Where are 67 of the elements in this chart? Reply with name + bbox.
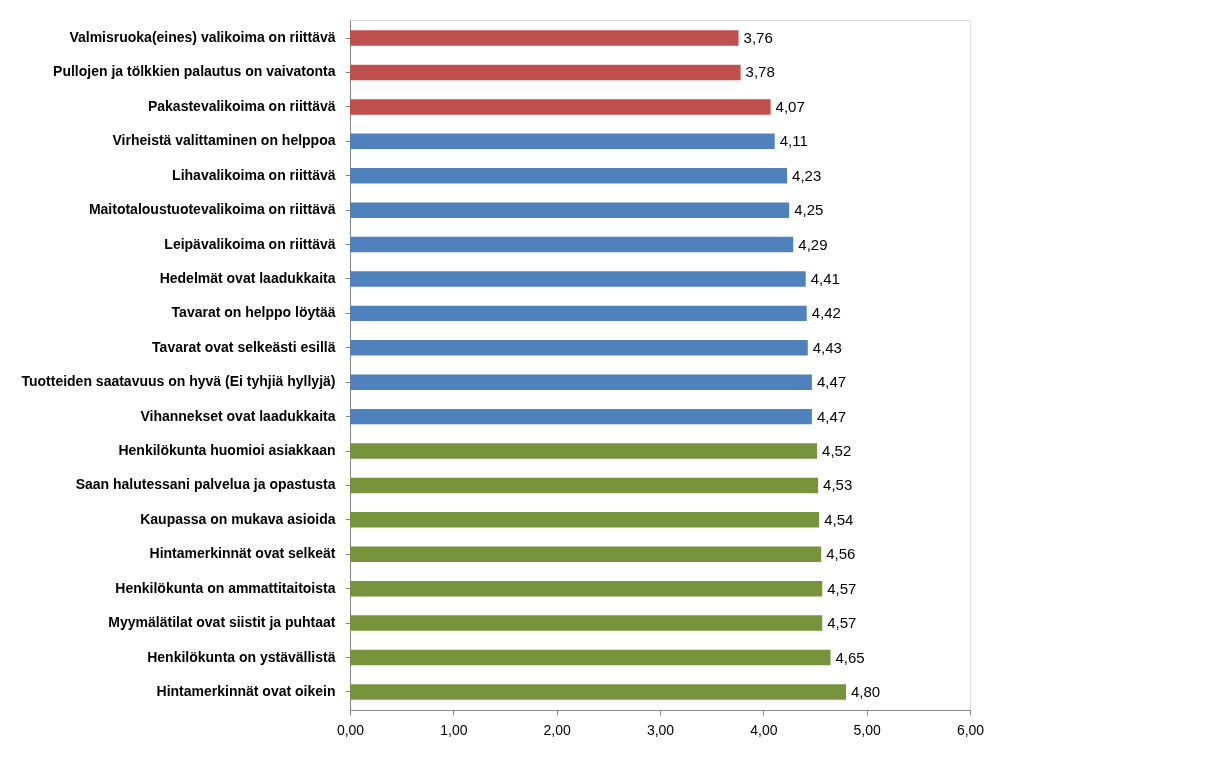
data-label: 3,76 (743, 29, 773, 47)
data-label: 4,52 (822, 442, 852, 460)
data-label: 4,11 (779, 132, 808, 150)
y-tick-label: Henkilökunta on ammattitaitoista (115, 579, 336, 596)
y-tick-label: Maitotaloustuotevalikoima on riittävä (88, 201, 336, 218)
data-label: 4,54 (824, 510, 854, 528)
data-label: 4,41 (810, 269, 840, 287)
data-label: 4,57 (827, 614, 857, 632)
data-label: 4,47 (816, 373, 847, 391)
x-tick-label: 4,00 (750, 721, 778, 738)
bar (350, 30, 739, 46)
data-label: 4,57 (827, 579, 857, 597)
bar (350, 374, 812, 390)
bar (350, 133, 775, 150)
data-label: 4,80 (851, 682, 881, 700)
bar (350, 340, 808, 356)
y-tick-label: Henkilökunta on ystävällistä (147, 648, 336, 665)
bar (350, 99, 771, 115)
data-label: 4,23 (792, 166, 822, 184)
data-label: 4,43 (812, 338, 842, 356)
bar (350, 512, 820, 528)
x-tick-label: 3,00 (646, 721, 675, 738)
bar (350, 546, 822, 563)
data-label: 4,07 (775, 97, 805, 115)
bar (350, 202, 790, 218)
y-tick-label: Hedelmät ovat laadukkaita (159, 269, 336, 286)
data-label: 4,65 (835, 648, 865, 666)
x-tick-label: 0,00 (336, 721, 365, 738)
y-tick-label: Hintamerkinnät ovat oikein (156, 682, 336, 699)
data-label: 3,78 (745, 63, 775, 81)
data-label: 4,53 (823, 476, 853, 494)
bar (350, 305, 807, 322)
y-tick-label: Virheistä valittaminen on helppoa (112, 132, 336, 149)
x-tick-label: 2,00 (543, 721, 571, 738)
bar (350, 64, 741, 81)
data-label: 4,29 (798, 235, 828, 253)
x-tick-label: 5,00 (853, 721, 881, 738)
data-label: 4,25 (794, 201, 824, 219)
y-tick-label: Saan halutessani palvelua ja opastusta (75, 476, 336, 493)
y-tick-label: Tavarat ovat selkeästi esillä (152, 338, 336, 355)
x-tick-label: 1,00 (440, 721, 468, 738)
y-tick-label: Myymälätilat ovat siistit ja puhtaat (108, 614, 336, 631)
y-tick-label: Vihannekset ovat laadukkaita (140, 407, 336, 424)
bar (350, 271, 806, 287)
bar (350, 649, 831, 666)
y-tick-label: Henkilökunta huomioi asiakkaan (118, 442, 336, 459)
y-tick-label: Pullojen ja tölkkien palautus on vaivatonta (53, 63, 336, 80)
bar (350, 477, 819, 494)
data-label: 4,42 (811, 304, 841, 322)
y-tick-label: Tuotteiden saatavuus on hyvä (Ei tyhjiä hyllyjä) (21, 373, 336, 390)
bar (350, 684, 846, 700)
y-tick-label: Valmisruoka(eines) valikoima on riittävä (69, 29, 336, 46)
y-tick-label: Pakastevalikoima on riittävä (147, 97, 336, 114)
y-tick-label: Kaupassa on mukava asioida (140, 510, 336, 527)
y-tick-label: Tavarat on helppo löytää (171, 304, 336, 321)
bar (350, 615, 823, 631)
y-tick-label: Lihavalikoima on riittävä (172, 166, 336, 183)
bar (350, 167, 788, 184)
bar (350, 236, 794, 253)
bar (350, 580, 823, 597)
x-tick-label: 6,00 (956, 721, 985, 738)
data-label: 4,47 (816, 407, 847, 425)
bar (350, 443, 818, 459)
data-label: 4,56 (826, 545, 856, 563)
y-tick-label: Hintamerkinnät ovat selkeät (149, 545, 336, 562)
bar (350, 408, 812, 425)
y-tick-label: Leipävalikoima on riittävä (164, 235, 336, 252)
